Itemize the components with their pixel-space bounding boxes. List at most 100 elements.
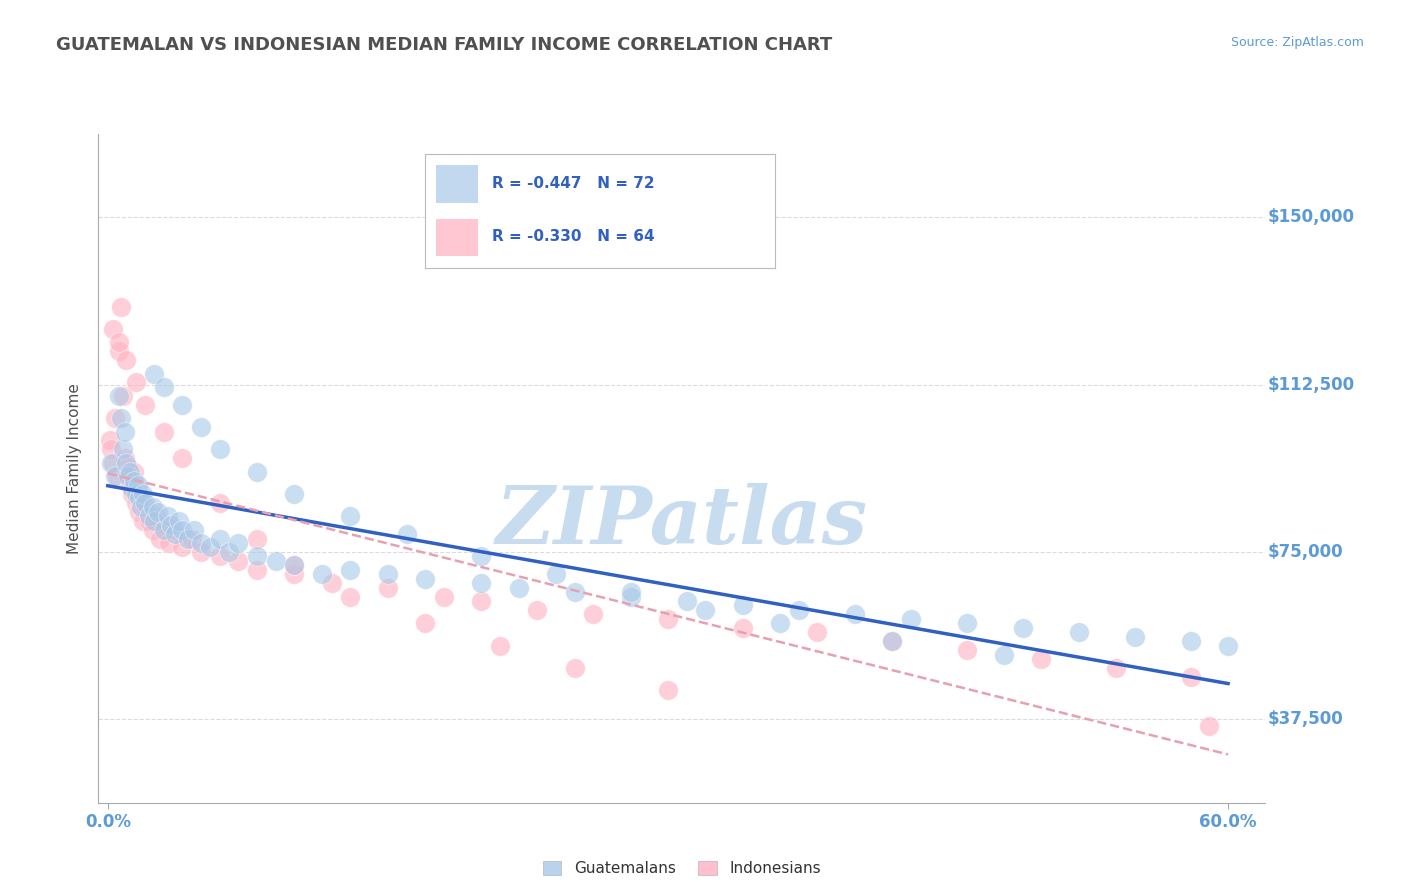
Point [138,509,160,524]
Point [172,541,194,555]
Point [103,322,125,336]
Point [228,554,250,568]
Point [172,398,194,412]
Point [142,523,165,537]
Point [283,567,305,582]
Point [121,483,143,497]
Point [208,442,231,457]
Point [183,523,205,537]
Point [413,572,436,586]
Point [104,411,127,425]
Point [544,567,567,582]
Point [127,478,149,492]
Text: Source: ZipAtlas.com: Source: ZipAtlas.com [1230,36,1364,49]
Text: $150,000: $150,000 [1268,209,1355,227]
Point [134,398,156,412]
Point [880,634,903,648]
Point [190,420,212,434]
Point [122,465,145,479]
Point [190,545,212,559]
Point [143,367,166,381]
Point [1216,639,1239,653]
Point [675,594,697,608]
Point [108,389,131,403]
Point [208,496,231,510]
Point [111,389,134,403]
Point [413,616,436,631]
Point [228,536,250,550]
Point [1198,719,1220,733]
Point [619,590,641,604]
Point [1180,634,1202,648]
Point [138,514,160,528]
Point [145,509,167,524]
Point [114,425,136,439]
Point [731,599,754,613]
Point [152,523,174,537]
Point [125,496,148,510]
Point [98,434,121,448]
Text: $112,500: $112,500 [1268,376,1355,393]
Point [160,518,183,533]
Point [152,380,174,394]
Point [117,460,139,475]
Point [127,483,149,497]
Text: $37,500: $37,500 [1268,710,1344,728]
Point [152,425,174,439]
Point [218,545,240,559]
Point [246,549,269,564]
Point [104,469,127,483]
Point [172,523,194,537]
Point [131,500,153,515]
Point [956,616,979,631]
Point [283,487,305,501]
Point [163,527,186,541]
Point [377,567,399,582]
Point [111,442,134,457]
Point [114,451,136,466]
Point [177,532,200,546]
Point [172,451,194,466]
Point [264,554,287,568]
Point [134,500,156,515]
Point [246,563,269,577]
Point [110,411,132,425]
Point [115,353,138,368]
Point [564,585,586,599]
Point [806,625,828,640]
Text: ZIPatlas: ZIPatlas [496,483,868,560]
Point [246,532,269,546]
Point [339,590,361,604]
Point [489,639,512,653]
Point [283,558,305,573]
Point [787,603,810,617]
Point [526,603,548,617]
Text: GUATEMALAN VS INDONESIAN MEDIAN FAMILY INCOME CORRELATION CHART: GUATEMALAN VS INDONESIAN MEDIAN FAMILY I… [56,36,832,54]
Point [769,616,792,631]
Point [395,527,418,541]
Point [695,603,717,617]
Point [619,585,641,599]
Point [311,567,333,582]
Point [180,532,202,546]
Point [200,541,222,555]
Point [657,683,679,698]
Legend: Guatemalans, Indonesians: Guatemalans, Indonesians [537,855,827,882]
Point [167,514,190,528]
Point [108,335,131,350]
Point [283,558,305,573]
Point [731,621,754,635]
Point [246,465,269,479]
Point [125,487,148,501]
Point [433,590,456,604]
Point [125,376,148,390]
Point [131,491,153,506]
Point [470,576,492,591]
Point [163,523,186,537]
Y-axis label: Median Family Income: Median Family Income [67,383,83,554]
Point [1031,652,1053,666]
Point [115,456,138,470]
Point [143,514,166,528]
Point [100,456,122,470]
Point [100,442,122,457]
